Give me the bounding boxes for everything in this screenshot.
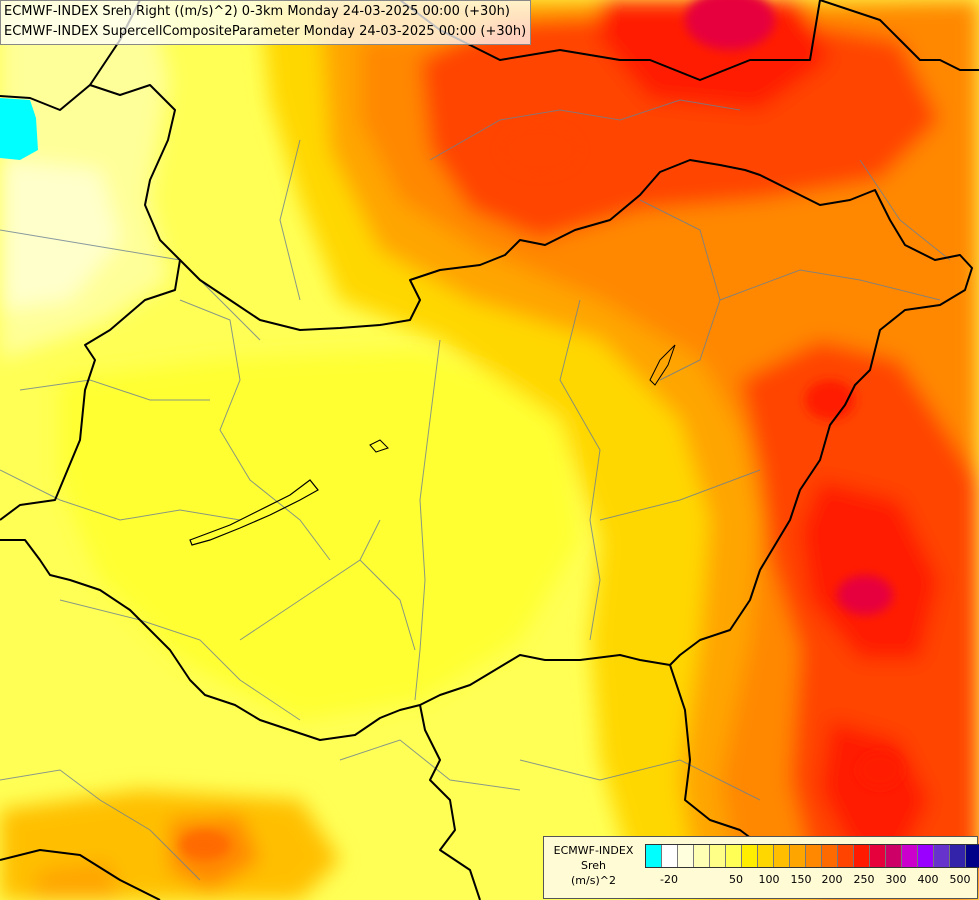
legend-swatch xyxy=(966,845,979,867)
legend-color-bar xyxy=(645,844,979,868)
legend-swatch xyxy=(870,845,886,867)
title-line-1: ECMWF-INDEX Sreh Right ((m/s)^2) 0-3km M… xyxy=(4,4,510,19)
river-segment xyxy=(649,344,676,386)
legend-title: ECMWF-INDEX Sreh (m/s)^2 xyxy=(546,843,641,888)
legend-tick: 100 xyxy=(758,873,780,886)
admin-boundaries xyxy=(0,99,951,881)
legend-tick: 150 xyxy=(790,873,812,886)
field-highlights xyxy=(180,0,902,860)
legend-swatch xyxy=(742,845,758,867)
legend-tick: 400 xyxy=(917,873,939,886)
legend-tick: 250 xyxy=(853,873,875,886)
legend-tick: 200 xyxy=(821,873,843,886)
legend-swatch xyxy=(662,845,678,867)
legend-swatch xyxy=(694,845,710,867)
legend-swatch xyxy=(918,845,934,867)
map-title-box: ECMWF-INDEX Sreh Right ((m/s)^2) 0-3km M… xyxy=(0,0,532,45)
legend-title-unit: (m/s)^2 xyxy=(571,874,616,887)
color-legend: ECMWF-INDEX Sreh (m/s)^2 -20 50 100 150 … xyxy=(543,836,979,899)
legend-swatch xyxy=(886,845,902,867)
legend-tick: -20 xyxy=(660,873,678,886)
legend-swatch xyxy=(806,845,822,867)
legend-swatch xyxy=(646,845,662,867)
lake-balaton xyxy=(189,479,319,546)
legend-swatch xyxy=(726,845,742,867)
legend-swatch xyxy=(822,845,838,867)
legend-title-source: ECMWF-INDEX xyxy=(553,844,634,857)
legend-swatch xyxy=(854,845,870,867)
legend-tick: 500 xyxy=(949,873,971,886)
legend-title-variable: Sreh xyxy=(580,859,606,872)
legend-swatch xyxy=(774,845,790,867)
legend-tick: 50 xyxy=(729,873,743,886)
legend-tick-labels: -20 50 100 150 200 250 300 400 500 700 xyxy=(645,873,973,889)
legend-tick: 300 xyxy=(885,873,907,886)
cyan-patch xyxy=(0,98,38,160)
legend-swatch xyxy=(934,845,950,867)
legend-swatch xyxy=(790,845,806,867)
legend-swatch xyxy=(678,845,694,867)
legend-swatch xyxy=(950,845,966,867)
small-lake xyxy=(369,439,389,453)
title-line-2: ECMWF-INDEX SupercellCompositeParameter … xyxy=(4,24,527,39)
legend-swatch xyxy=(902,845,918,867)
legend-swatch xyxy=(758,845,774,867)
legend-swatch xyxy=(710,845,726,867)
legend-swatch xyxy=(838,845,854,867)
